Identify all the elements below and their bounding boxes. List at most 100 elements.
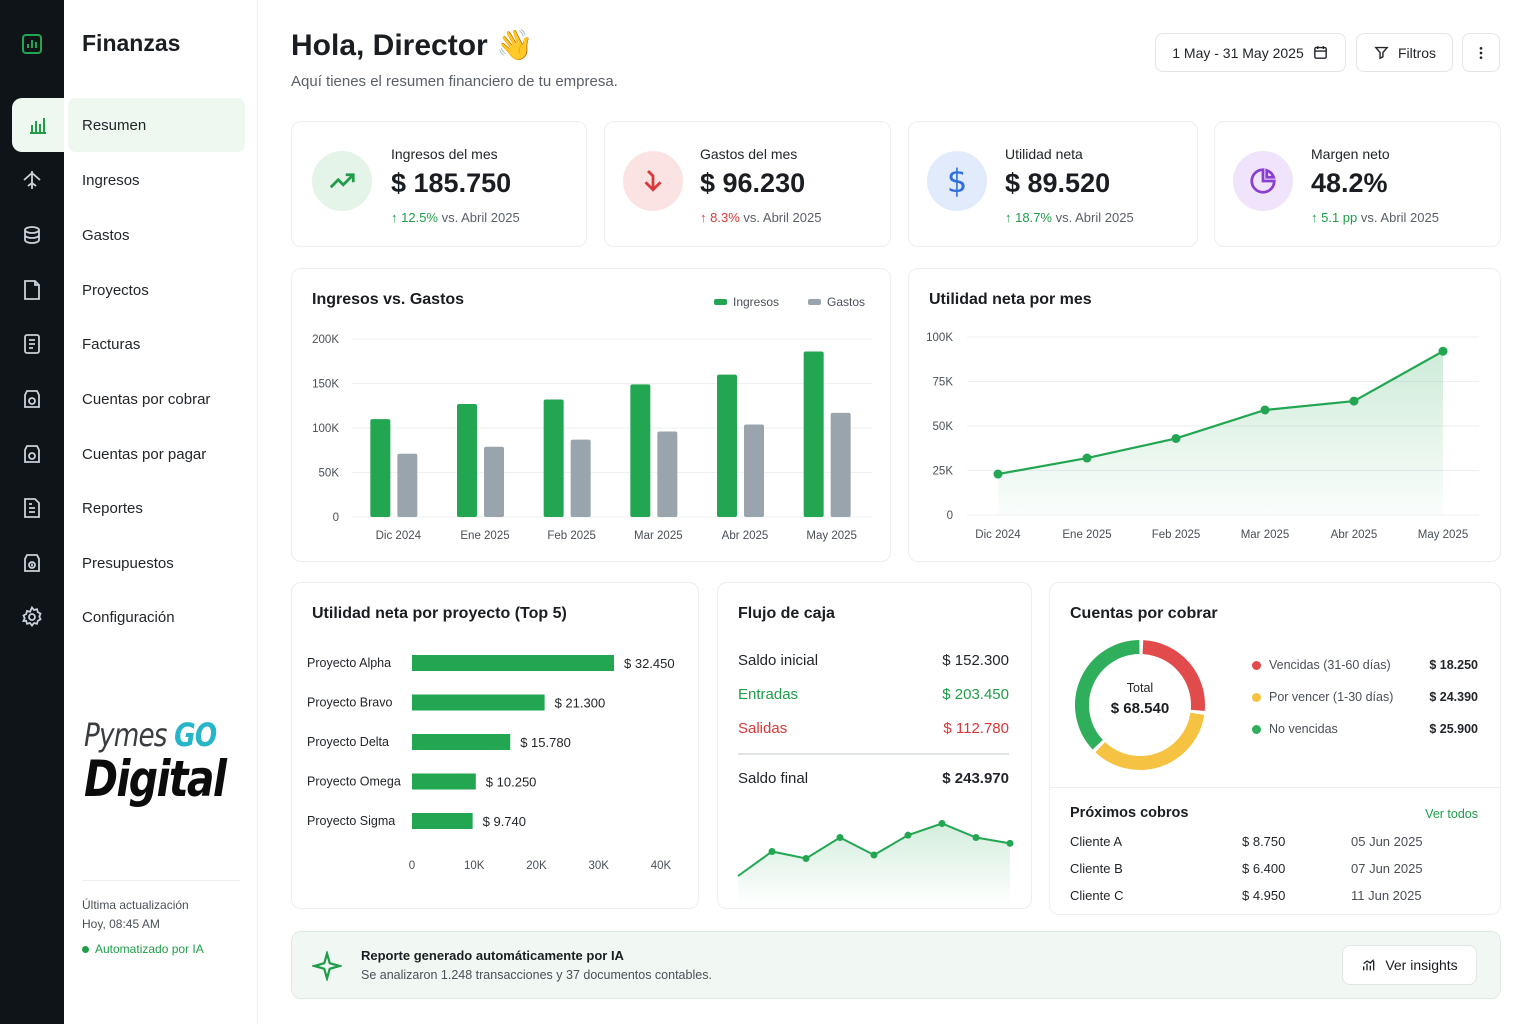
sidebar-item-gastos[interactable]: Gastos bbox=[82, 226, 130, 244]
donut-total-label: Total bbox=[1126, 681, 1154, 695]
bar-ingresos bbox=[370, 419, 391, 517]
project-profit-card: Utilidad neta por proyecto (Top 5) Proye… bbox=[291, 582, 699, 909]
filters-button[interactable]: Filtros bbox=[1356, 33, 1453, 72]
banner-text: Se analizaron 1.248 transacciones y 37 d… bbox=[361, 968, 712, 982]
bar-category-label: Proyecto Delta bbox=[307, 735, 389, 749]
sidebar-item-proyectos[interactable]: Proyectos bbox=[82, 281, 149, 299]
cash-final-value: $ 243.970 bbox=[942, 770, 1009, 787]
date-range-label: 1 May - 31 May 2025 bbox=[1172, 44, 1304, 61]
sparkline-point bbox=[802, 855, 810, 862]
arrow-down-icon bbox=[623, 151, 683, 211]
main-content: Hola, Director 👋 Aquí tienes el resumen … bbox=[258, 0, 1536, 1024]
legend-label: Por vencer (1-30 días) bbox=[1269, 690, 1394, 704]
kpi-compare: vs. Abril 2025 bbox=[1055, 210, 1134, 225]
x-tick-label: 10K bbox=[464, 860, 485, 872]
legend-label: Vencidas (31-60 días) bbox=[1269, 658, 1391, 672]
view-insights-button[interactable]: Ver insights bbox=[1342, 945, 1477, 985]
plane-icon[interactable] bbox=[0, 160, 64, 200]
upcoming-client: Cliente C bbox=[1070, 888, 1124, 903]
data-point bbox=[1438, 346, 1448, 356]
series-line bbox=[997, 350, 1444, 476]
legend-ingresos: Ingresos bbox=[714, 295, 779, 309]
kpi-label: Utilidad neta bbox=[1005, 146, 1083, 162]
cash-row-value: $ 112.780 bbox=[943, 720, 1009, 737]
more-vertical-icon bbox=[1479, 46, 1483, 59]
upcoming-date: 11 Jun 2025 bbox=[1351, 888, 1422, 903]
automated-badge: Automatizado por IA bbox=[82, 942, 204, 956]
wave-icon: 👋 bbox=[496, 29, 534, 62]
cash-row-label: Saldo inicial bbox=[738, 652, 819, 669]
coins-icon[interactable] bbox=[0, 215, 64, 255]
sidebar-item-presupuestos[interactable]: Presupuestos bbox=[82, 554, 174, 572]
arrow-up-icon: ↑ bbox=[700, 210, 707, 225]
sidebar-item-resumen[interactable]: Resumen bbox=[68, 98, 245, 152]
x-tick-label: 20K bbox=[526, 860, 547, 872]
sidebar-item-cuentas-por-pagar[interactable]: Cuentas por pagar bbox=[82, 445, 207, 463]
sidebar-item-reportes[interactable]: Reportes bbox=[82, 499, 143, 517]
calendar-icon bbox=[1313, 46, 1327, 59]
sparkline-point bbox=[904, 831, 912, 839]
kpi-value: $ 185.750 bbox=[391, 168, 512, 198]
budget-icon[interactable] bbox=[0, 543, 64, 583]
page-subtitle: Aquí tienes el resumen financiero de tu … bbox=[291, 73, 618, 90]
receivables-legend-item: Vencidas (31-60 días) bbox=[1252, 658, 1391, 672]
y-tick-label: 200K bbox=[312, 334, 339, 346]
wallet-icon[interactable] bbox=[0, 379, 64, 419]
arrow-up-icon: ↑ bbox=[1311, 210, 1318, 225]
y-tick-label: 75K bbox=[933, 377, 954, 389]
bar-category-label: Proyecto Alpha bbox=[307, 656, 391, 670]
upcoming-date: 07 Jun 2025 bbox=[1351, 861, 1423, 876]
sidebar-item-facturas[interactable]: Facturas bbox=[82, 335, 141, 353]
y-tick-label: 150K bbox=[312, 379, 339, 391]
bar-gastos bbox=[830, 412, 851, 517]
cash-flow-card: Flujo de caja Saldo inicial $ 152.300 En… bbox=[717, 582, 1032, 909]
document-icon[interactable] bbox=[0, 324, 64, 364]
receivables-legend-item: Por vencer (1-30 días) bbox=[1252, 690, 1393, 704]
logo-pymes-text: Pymes bbox=[84, 716, 167, 754]
bar-chart-icon[interactable] bbox=[12, 98, 64, 152]
wallet-out-icon[interactable] bbox=[0, 434, 64, 474]
x-tick-label: May 2025 bbox=[806, 530, 857, 542]
folder-icon[interactable] bbox=[0, 270, 64, 310]
legend-gastos: Gastos bbox=[808, 295, 865, 309]
dollar-icon: $ bbox=[927, 151, 987, 211]
sidebar-item-cuentas-por-cobrar[interactable]: Cuentas por cobrar bbox=[82, 390, 211, 408]
bar-gastos bbox=[397, 453, 418, 517]
date-range-button[interactable]: 1 May - 31 May 2025 bbox=[1155, 33, 1346, 72]
net-profit-card: Utilidad neta por mes 0 25K 50K 75K 100K Dic … bbox=[908, 268, 1501, 562]
receivables-divider bbox=[1050, 787, 1500, 788]
kpi-card-gastos: Gastos del mes $ 96.230 ↑ 8.3% vs. Abril… bbox=[604, 121, 891, 247]
gear-icon[interactable] bbox=[0, 597, 64, 637]
sidebar-item-configuracion[interactable]: Configuración bbox=[82, 608, 175, 626]
kpi-card-ingresos: Ingresos del mes $ 185.750 ↑ 12.5% vs. A… bbox=[291, 121, 587, 247]
logo-digital-text: Digital bbox=[84, 750, 227, 808]
sidebar-item-ingresos[interactable]: Ingresos bbox=[82, 171, 140, 189]
kpi-change-value: 5.1 pp bbox=[1321, 210, 1358, 225]
data-point bbox=[993, 469, 1003, 479]
more-options-button[interactable] bbox=[1462, 33, 1500, 72]
bar-project bbox=[412, 734, 511, 750]
upcoming-amount: $ 4.950 bbox=[1242, 888, 1286, 903]
bar-value-label: $ 9.740 bbox=[483, 814, 526, 829]
view-all-link[interactable]: Ver todos bbox=[1425, 807, 1478, 821]
cash-row-label: Entradas bbox=[738, 686, 799, 703]
x-tick-label: Mar 2025 bbox=[634, 530, 683, 542]
income-expenses-card: Ingresos vs. Gastos Ingresos Gastos 0 50K… bbox=[291, 268, 891, 562]
x-tick-label: 30K bbox=[589, 860, 610, 872]
filters-label: Filtros bbox=[1397, 44, 1437, 61]
logo-chart-icon[interactable] bbox=[0, 24, 64, 64]
kpi-change: ↑ 18.7% vs. Abril 2025 bbox=[1005, 210, 1134, 225]
bar-value-label: $ 21.300 bbox=[555, 696, 606, 711]
data-point bbox=[1260, 405, 1270, 415]
x-tick-label: May 2025 bbox=[1418, 529, 1469, 541]
receivables-amount: $ 24.390 bbox=[1429, 690, 1478, 704]
receivables-amount: $ 18.250 bbox=[1429, 658, 1478, 672]
report-icon[interactable] bbox=[0, 488, 64, 528]
last-update-time: Hoy, 08:45 AM bbox=[82, 917, 160, 931]
bar-project bbox=[412, 655, 615, 671]
income-expenses-chart: 0 50K 100K 150K 200K Dic 2024 Ene 2025 Feb 2025… bbox=[312, 334, 872, 542]
x-tick-label: Feb 2025 bbox=[1152, 529, 1201, 541]
cash-row-value: $ 152.300 bbox=[942, 652, 1009, 669]
arrow-up-icon: ↑ bbox=[1005, 210, 1012, 225]
bar-project bbox=[412, 813, 473, 829]
